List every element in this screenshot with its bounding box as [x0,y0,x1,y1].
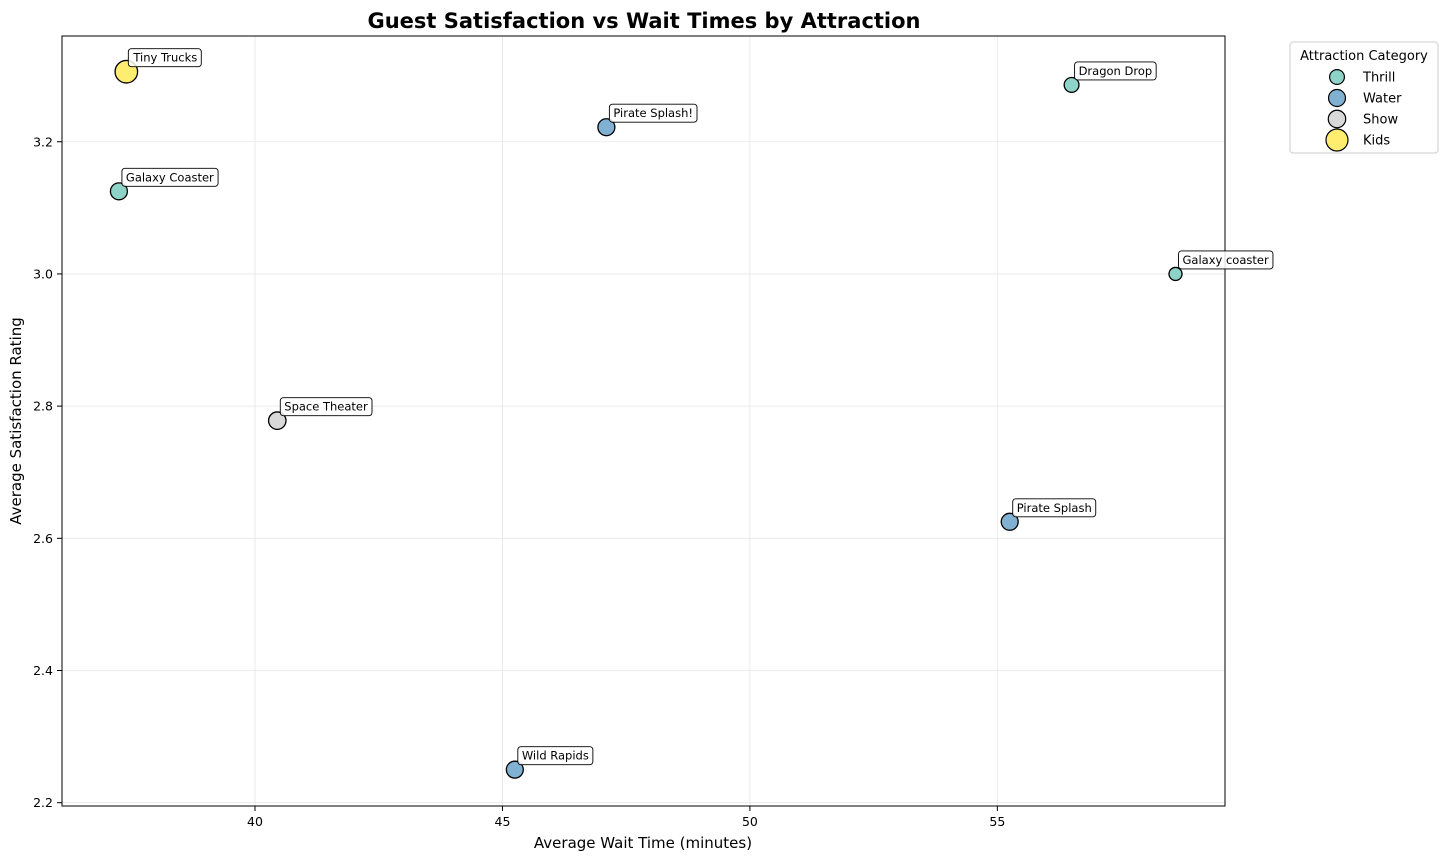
x-tick-label: 50 [742,814,758,829]
y-tick-label: 3.2 [33,134,53,149]
legend-box [1289,41,1439,154]
data-point [505,760,524,779]
annotation-box [121,167,219,187]
x-axis-label: Average Wait Time (minutes) [534,834,752,852]
point-annotation: Galaxy Coaster [121,167,219,187]
legend-marker [1328,68,1346,86]
data-point [1000,512,1019,531]
data-point [267,411,287,431]
x-tick-label: 40 [247,814,263,829]
y-axis-ticks: 2.2 2.4 2.6 2.8 3.0 3.2 [33,134,62,810]
legend-entry-label: Show [1363,113,1398,128]
x-tick-label: 55 [989,814,1005,829]
plot-area [61,35,1226,807]
point-annotation: Pirate Splash! [608,103,698,123]
annotation-label: Pirate Splash [1017,501,1092,515]
x-axis-ticks: 40 45 50 55 [247,806,1005,829]
annotation-box [608,103,698,123]
point-annotations: Tiny Trucks Dragon Drop Pirate Splash! Gala… [121,48,1274,766]
annotation-label: Dragon Drop [1079,64,1153,78]
annotation-label: Tiny Trucks [132,51,197,65]
annotation-box [1178,250,1274,270]
legend-marker [1327,109,1347,129]
y-axis-label: Average Satisfaction Rating [7,317,25,525]
annotation-label: Galaxy Coaster [126,170,214,184]
point-annotation: Galaxy coaster [1178,250,1274,270]
data-point [1063,76,1080,93]
x-tick-label: 45 [495,814,511,829]
data-points [109,59,1183,779]
data-point [597,118,616,137]
annotation-box [1074,61,1157,81]
legend-marker [1325,128,1349,152]
legend-title: Attraction Category [1300,49,1428,64]
legend-marker [1327,88,1347,108]
point-annotation: Dragon Drop [1074,61,1157,81]
point-annotation: Pirate Splash [1012,498,1097,518]
y-tick-label: 2.2 [33,795,53,810]
point-annotation: Space Theater [279,397,373,417]
annotation-label: Galaxy coaster [1183,253,1269,267]
annotation-box [517,746,594,766]
annotation-box [127,48,202,68]
data-point [109,182,129,201]
data-point [1168,266,1183,282]
annotation-label: Space Theater [284,400,368,414]
annotation-box [1012,498,1097,518]
point-annotation: Tiny Trucks [127,48,202,68]
y-tick-label: 2.6 [33,531,53,546]
annotation-label: Wild Rapids [522,749,589,763]
grid-lines [62,36,1225,806]
legend-entry-label: Thrill [1362,71,1395,86]
legend: Attraction Category Thrill Water Show Kids [1289,41,1439,154]
legend-entry-label: Kids [1363,134,1390,149]
chart-title: Guest Satisfaction vs Wait Times by Attr… [367,9,920,33]
y-tick-label: 3.0 [33,266,53,281]
point-annotation: Wild Rapids [517,746,594,766]
annotation-box [279,397,373,417]
legend-entry-label: Water [1363,92,1402,107]
y-tick-label: 2.8 [33,399,53,414]
y-tick-label: 2.4 [33,663,53,678]
annotation-label: Pirate Splash! [613,106,693,120]
